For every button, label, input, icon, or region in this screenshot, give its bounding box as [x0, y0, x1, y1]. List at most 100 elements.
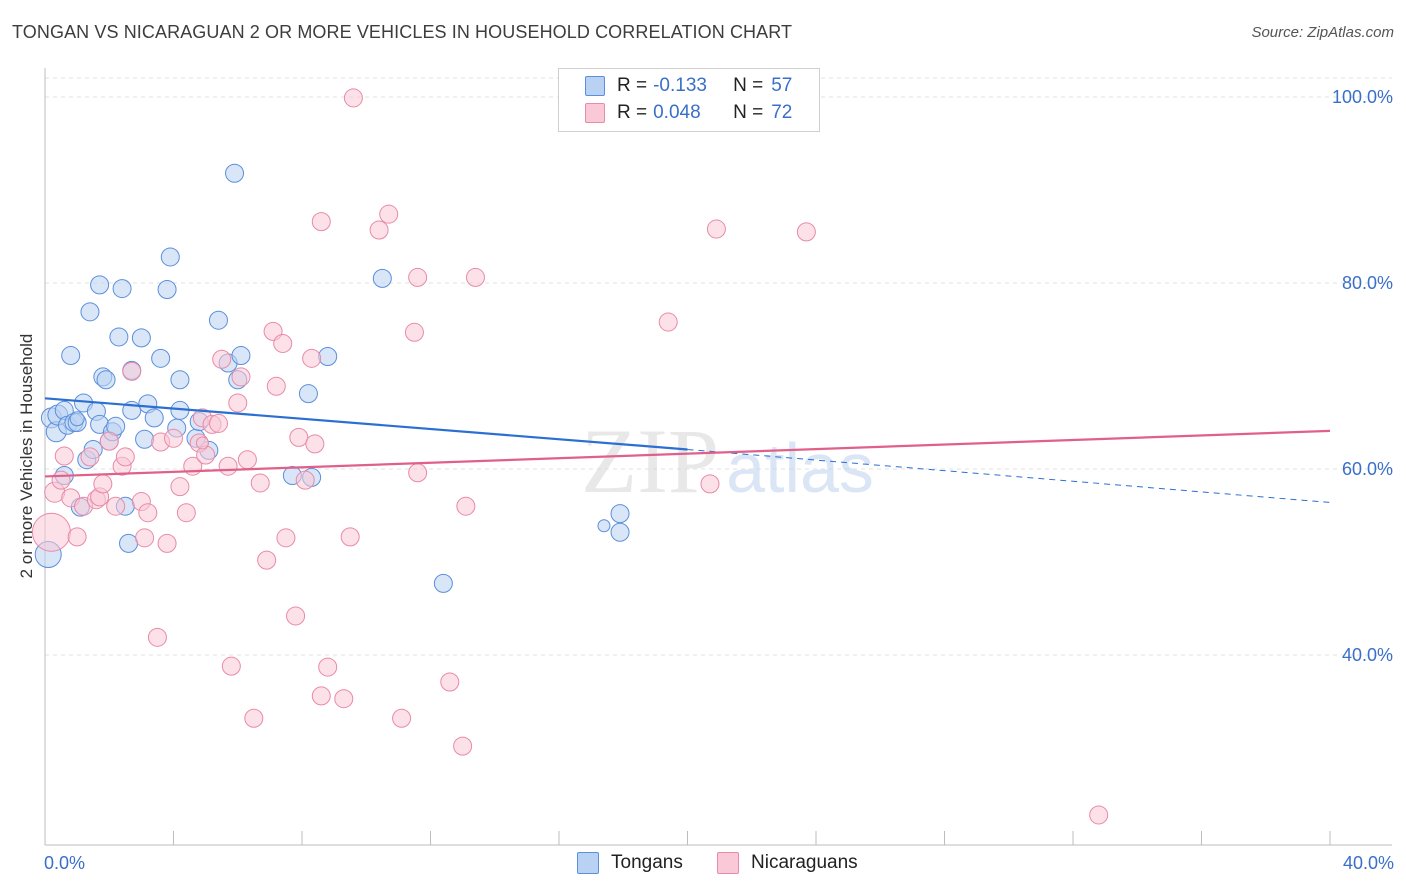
- nicaraguans-point: [379, 204, 399, 224]
- watermark: ZIP atlas: [581, 410, 874, 512]
- nicaraguans-point: [122, 361, 142, 381]
- tongans-point: [96, 370, 116, 390]
- nicaraguans-point: [250, 473, 270, 493]
- tongans-point: [112, 279, 132, 299]
- nicaraguans-point: [658, 312, 678, 332]
- stats-legend: R = -0.133 N = 57 R = 0.048 N = 72: [558, 68, 820, 132]
- legend-row-nicaraguans: R = 0.048 N = 72: [585, 101, 792, 125]
- nicaraguans-point: [135, 528, 155, 548]
- source-label: Source: ZipAtlas.com: [1251, 24, 1394, 41]
- y-tick-label: 100.0%: [1332, 87, 1393, 107]
- nicaraguans-point: [54, 446, 74, 466]
- nicaraguans-point: [334, 689, 354, 709]
- series-label-nicaraguans: Nicaraguans: [751, 852, 858, 873]
- nicaraguans-point: [31, 512, 71, 552]
- nicaraguans-point: [796, 222, 816, 242]
- nicaraguans-point: [1089, 805, 1109, 825]
- nicaraguans-point: [67, 527, 87, 547]
- nicaraguans-point: [147, 627, 167, 647]
- series-swatch-nicaraguans: [717, 852, 739, 874]
- nicaraguans-point: [305, 434, 325, 454]
- nicaraguans-point: [289, 427, 309, 447]
- nicaraguans-point: [157, 533, 177, 553]
- legend-row-tongans: R = -0.133 N = 57: [585, 74, 792, 98]
- x-tick-label-max: 40.0%: [1342, 853, 1394, 873]
- tongans-point: [109, 327, 129, 347]
- nicaraguans-point: [318, 657, 338, 677]
- tongans-point: [597, 519, 611, 533]
- trend-lines: [44, 397, 1331, 503]
- nicaraguans-point: [195, 436, 209, 450]
- legend-n-label: N =: [733, 102, 764, 123]
- series-swatch-tongans: [577, 852, 599, 874]
- nicaraguans-point: [106, 496, 126, 516]
- tongans-point: [131, 328, 151, 348]
- tongans-point: [157, 280, 177, 300]
- nicaraguans-point: [276, 528, 296, 548]
- nicaraguans-point: [138, 503, 158, 523]
- legend-r-value-nicaraguans: 0.048: [653, 102, 701, 123]
- nicaraguans-point: [51, 470, 71, 490]
- chart-title: TONGAN VS NICARAGUAN 2 OR MORE VEHICLES …: [12, 22, 793, 42]
- nicaraguans-point: [221, 656, 241, 676]
- y-tick-labels: 40.0% 60.0% 80.0% 100.0%: [1332, 87, 1393, 665]
- nicaraguans-point: [453, 736, 473, 756]
- nicaraguans-point: [311, 686, 331, 706]
- series-legend-nicaraguans[interactable]: Nicaraguans: [717, 852, 858, 874]
- legend-n-value-tongans: 57: [771, 75, 793, 96]
- y-tick-label: 80.0%: [1342, 273, 1393, 293]
- legend-r-value-tongans: -0.133: [653, 75, 707, 96]
- nicaraguans-point: [295, 470, 315, 490]
- series-legend-tongans[interactable]: Tongans: [577, 852, 683, 874]
- nicaraguans-point: [212, 349, 232, 369]
- tongans-point: [231, 346, 251, 366]
- series-label-tongans: Tongans: [611, 852, 683, 873]
- tongans-trend-line: [44, 397, 688, 451]
- nicaraguans-point: [369, 220, 389, 240]
- watermark-atlas: atlas: [726, 429, 874, 507]
- nicaraguans-point: [311, 212, 331, 232]
- series-tongans: [34, 163, 630, 593]
- nicaraguans-point: [170, 477, 190, 497]
- grid: [45, 77, 1392, 656]
- nicaraguans-point: [164, 428, 183, 448]
- nicaraguans-point: [231, 367, 251, 387]
- nicaraguans-point: [273, 333, 293, 353]
- tongans-point: [610, 504, 630, 524]
- legend-n-value-nicaraguans: 72: [771, 102, 793, 123]
- tongans-point: [298, 384, 318, 404]
- nicaraguans-point: [93, 474, 113, 494]
- tongans-point: [372, 268, 392, 288]
- nicaraguans-point: [408, 463, 428, 483]
- axes: [44, 68, 1392, 846]
- y-tick-label: 60.0%: [1342, 459, 1393, 479]
- nicaraguans-point: [700, 474, 720, 494]
- data-points: [31, 88, 1109, 825]
- y-tick-label: 40.0%: [1342, 645, 1393, 665]
- nicaraguans-point: [257, 550, 277, 570]
- nicaraguans-point: [196, 445, 216, 465]
- tongans-point: [160, 247, 180, 267]
- nicaraguans-point: [237, 450, 257, 470]
- tongans-point: [433, 573, 453, 593]
- tongans-point: [610, 522, 630, 542]
- series-nicaraguans: [31, 88, 1109, 825]
- tongans-point: [318, 346, 338, 366]
- nicaraguans-point: [302, 348, 322, 368]
- legend-r-label: R =: [617, 75, 648, 96]
- nicaraguans-point: [228, 393, 248, 413]
- nicaraguans-point: [244, 708, 264, 728]
- tongans-trend-extension: [687, 448, 1331, 503]
- x-tick-label-min: 0.0%: [44, 853, 86, 873]
- tongans-point: [144, 408, 164, 428]
- nicaraguans-point: [456, 496, 476, 516]
- tongans-point: [135, 429, 155, 449]
- tongans-point: [80, 302, 100, 322]
- watermark-zip: ZIP: [581, 410, 719, 512]
- tongans-point: [90, 275, 110, 295]
- tongans-point: [151, 348, 171, 368]
- tongans-point: [69, 411, 85, 427]
- legend-swatch-tongans: [585, 76, 605, 96]
